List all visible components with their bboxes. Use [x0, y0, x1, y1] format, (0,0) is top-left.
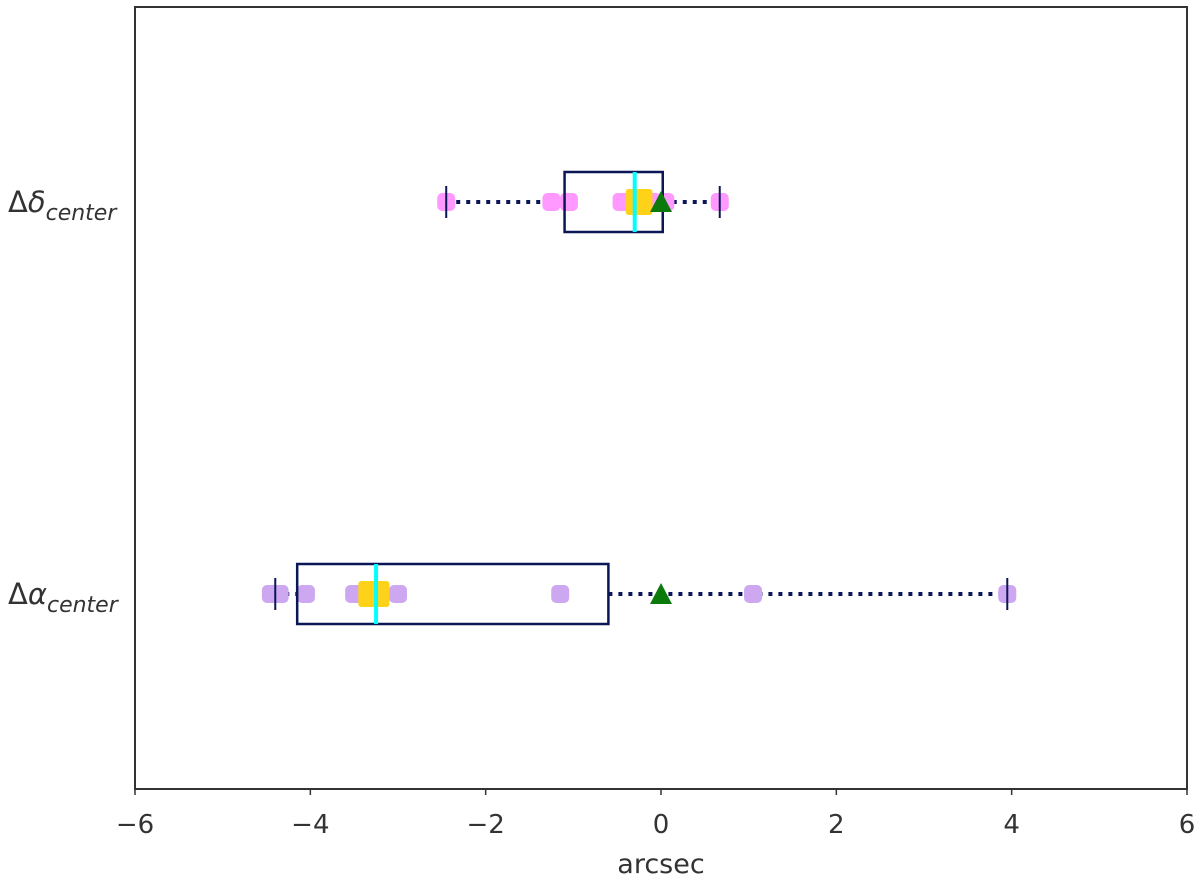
y-category-label: Δαcenter [8, 577, 120, 618]
data-point [542, 193, 561, 211]
data-point [389, 585, 407, 603]
y-category-label: Δδcenter [8, 185, 118, 226]
category-delta: Δ [8, 185, 28, 219]
x-tick-label: 2 [828, 810, 845, 840]
x-tick-label: 4 [1003, 810, 1020, 840]
data-point [559, 193, 578, 211]
x-tick-label: −2 [467, 810, 505, 840]
x-tick-label: −4 [291, 810, 329, 840]
x-tick-label: −6 [116, 810, 154, 840]
plot-layer [261, 170, 1017, 626]
data-point [270, 585, 289, 603]
category-symbol: α [28, 577, 47, 611]
iqr-box [295, 562, 610, 626]
x-axis-ticks: −6 −4 −2 0 2 4 6 [116, 789, 1195, 840]
x-tick-label: 0 [653, 810, 670, 840]
data-point [296, 585, 315, 603]
category-subscript: center [46, 201, 119, 226]
category-delta: Δ [8, 577, 28, 611]
x-axis-label: arcsec [617, 849, 704, 880]
data-point [551, 585, 570, 603]
highlight-point [634, 189, 653, 215]
category-symbol: δ [28, 185, 46, 219]
mean-marker [650, 583, 672, 604]
x-tick-label: 6 [1179, 810, 1196, 840]
data-point [744, 585, 763, 603]
plot-frame [134, 6, 1188, 790]
mean-marker [650, 191, 672, 212]
category-subscript: center [47, 593, 120, 618]
